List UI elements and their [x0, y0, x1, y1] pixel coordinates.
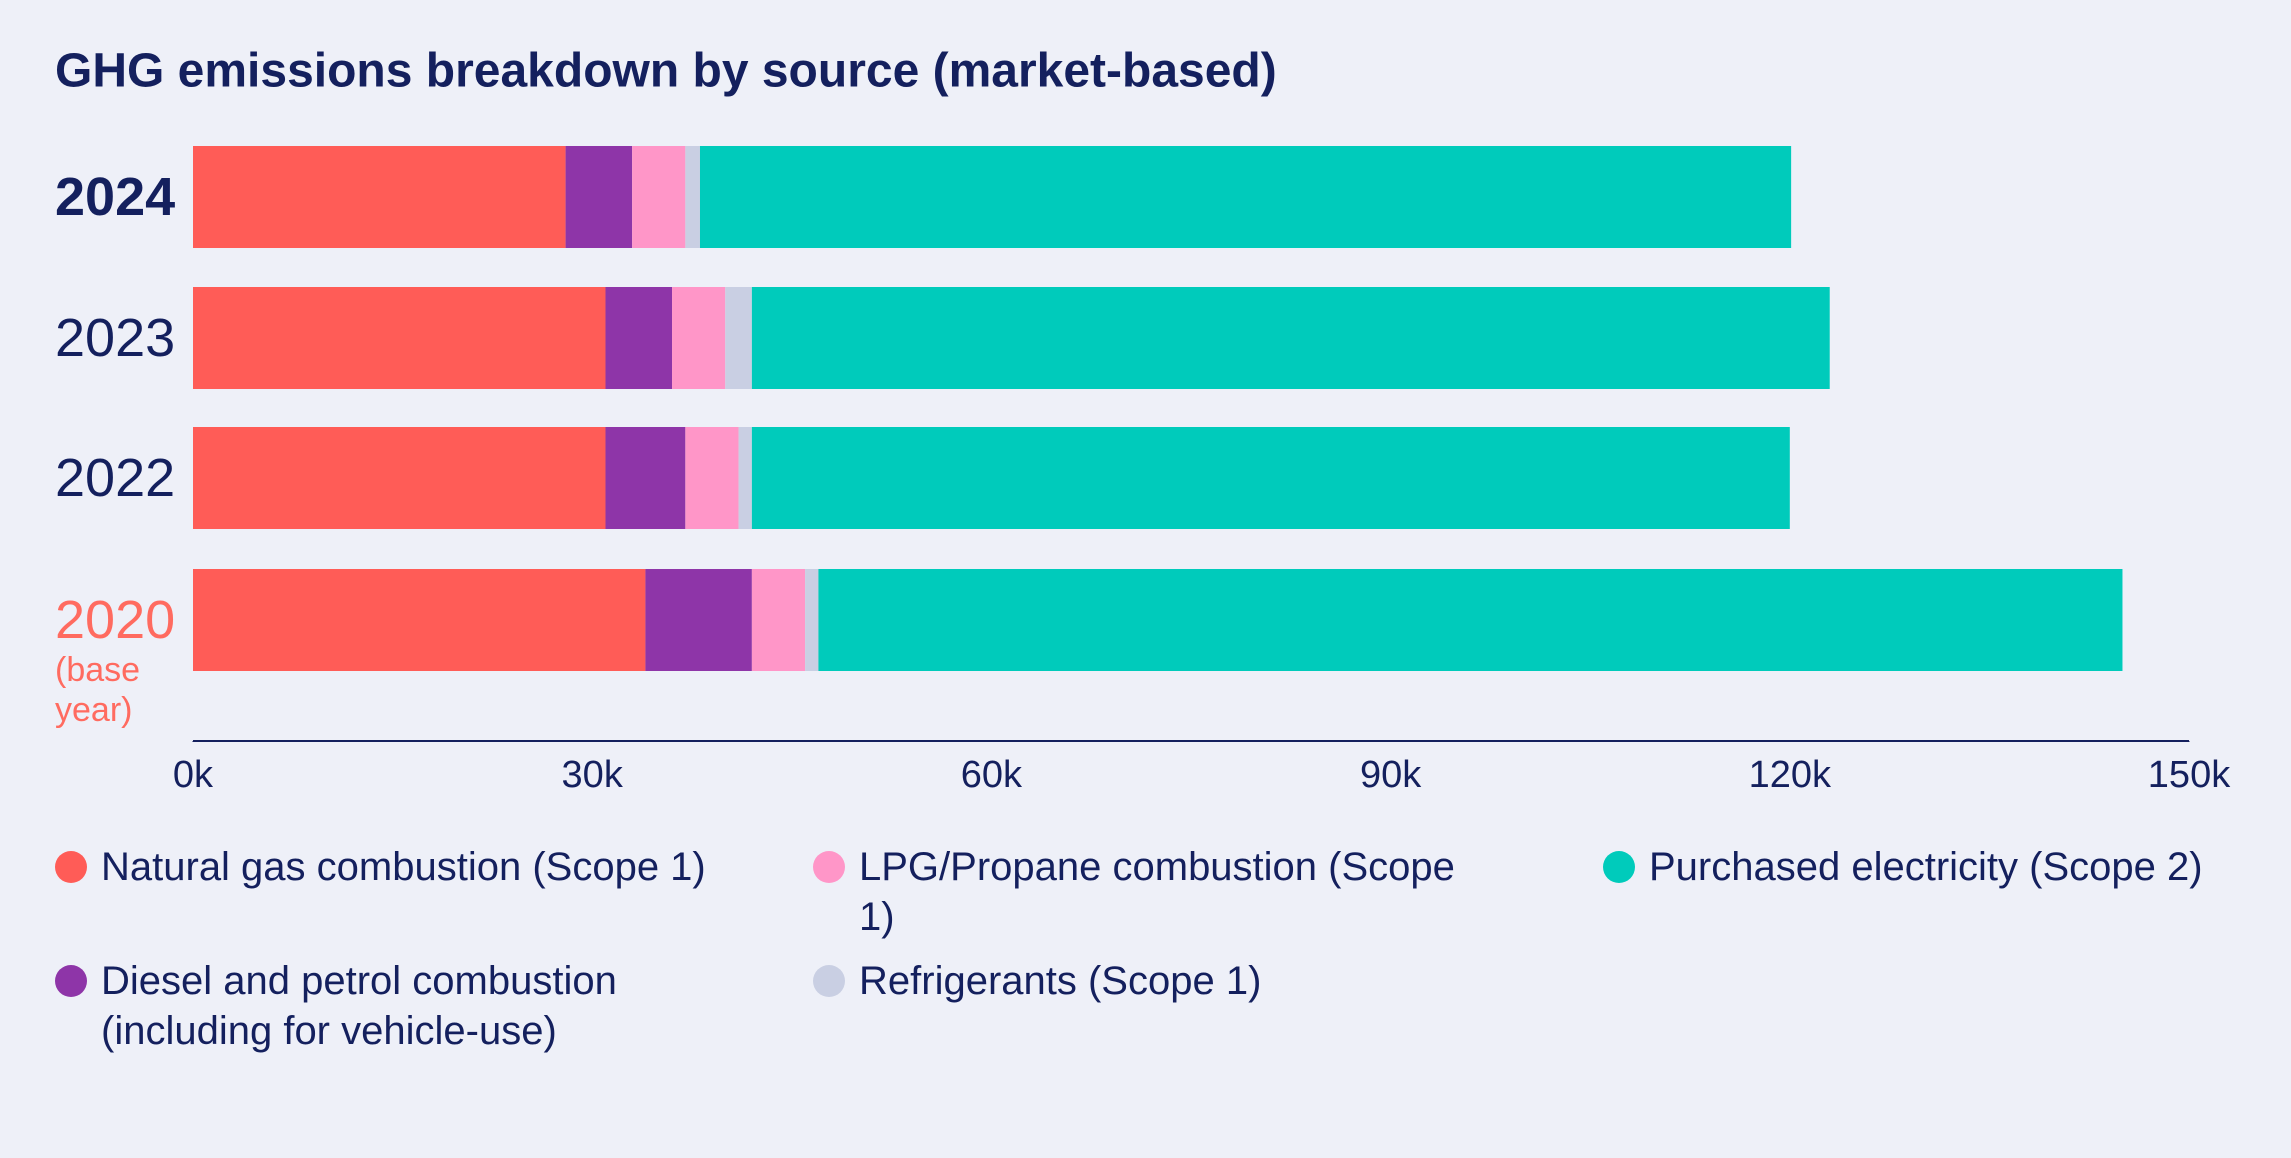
- bar-segment: [751, 569, 806, 671]
- y-tick-label: 2023: [55, 308, 176, 368]
- legend-swatch: [813, 965, 845, 997]
- bar-segment: [725, 287, 752, 389]
- bar-segment: [193, 569, 646, 671]
- y-tick-label: 2022: [55, 448, 176, 508]
- bar-segment: [193, 287, 606, 389]
- x-tick-label: 120k: [1749, 754, 1832, 796]
- legend-label: Refrigerants (Scope 1): [859, 959, 1262, 1003]
- legend-swatch: [55, 965, 87, 997]
- bar-segment: [193, 427, 606, 529]
- bar-segment: [605, 427, 686, 529]
- bar-segment: [818, 569, 2123, 671]
- bar-segment: [685, 146, 700, 248]
- bar-segment: [193, 146, 566, 248]
- legend-label: Diesel and petrol combustion (including …: [101, 959, 617, 1053]
- x-tick-label: 30k: [562, 754, 624, 796]
- bar-segment: [738, 427, 752, 529]
- bar-segment: [685, 427, 739, 529]
- bar-segment: [699, 146, 1792, 248]
- category-note: (base year): [55, 651, 141, 729]
- legend-label: Purchased electricity (Scope 2): [1649, 845, 2203, 889]
- legend-swatch: [1603, 851, 1635, 883]
- legend-label: Natural gas combustion (Scope 1): [101, 845, 706, 889]
- bar-segment: [632, 146, 686, 248]
- bar-segment: [751, 287, 1830, 389]
- legend-item: Refrigerants (Scope 1): [813, 956, 1603, 1056]
- legend-item: LPG/Propane combustion (Scope 1): [813, 842, 1603, 942]
- x-tick-label: 150k: [2148, 754, 2231, 796]
- bar-segment: [805, 569, 819, 671]
- legend-swatch: [55, 851, 87, 883]
- legend-item: Purchased electricity (Scope 2): [1603, 842, 2243, 942]
- bar-segment: [751, 427, 1790, 529]
- legend-item: Diesel and petrol combustion (including …: [55, 956, 813, 1056]
- bar-segment: [605, 287, 673, 389]
- legend: Natural gas combustion (Scope 1) Diesel a…: [55, 842, 2243, 1056]
- x-tick-label: 60k: [961, 754, 1023, 796]
- x-tick-label: 90k: [1360, 754, 1422, 796]
- y-tick-label: 2024: [55, 167, 176, 227]
- bar-segment: [645, 569, 752, 671]
- legend-swatch: [813, 851, 845, 883]
- chart-title: GHG emissions breakdown by source (marke…: [55, 45, 1277, 98]
- legend-item: Natural gas combustion (Scope 1): [55, 842, 813, 942]
- x-tick-label: 0k: [173, 754, 214, 796]
- bar-segment: [672, 287, 726, 389]
- bar-segment: [565, 146, 633, 248]
- y-tick-label: 2020: [55, 590, 176, 650]
- legend-label: LPG/Propane combustion (Scope 1): [859, 845, 1455, 939]
